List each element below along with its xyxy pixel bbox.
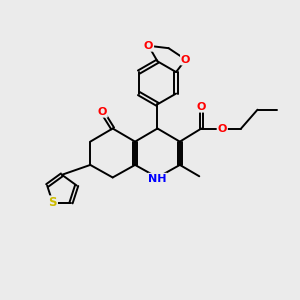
Text: O: O xyxy=(98,107,107,117)
Text: O: O xyxy=(181,55,190,64)
Text: S: S xyxy=(49,196,57,209)
Text: O: O xyxy=(144,41,153,51)
Text: O: O xyxy=(218,124,227,134)
Text: NH: NH xyxy=(148,174,167,184)
Text: O: O xyxy=(197,102,206,112)
